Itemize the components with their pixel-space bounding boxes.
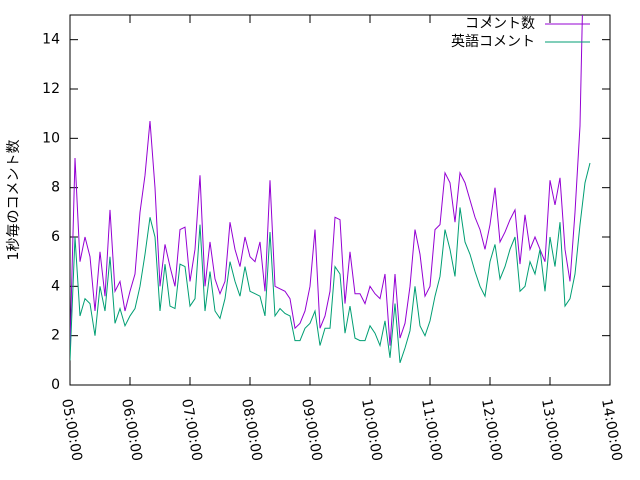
x-tick-label: 07:00:00	[178, 398, 205, 463]
x-tick-label: 06:00:00	[118, 398, 145, 463]
y-tick-label: 2	[51, 328, 60, 344]
y-tick-label: 10	[42, 130, 60, 146]
y-tick-label: 4	[51, 278, 60, 294]
legend-label: 英語コメント	[451, 33, 535, 50]
y-axis-label: 1秒毎のコメント数	[6, 140, 22, 261]
y-tick-label: 8	[51, 180, 60, 196]
series-line	[70, 162, 591, 363]
plot-frame	[69, 14, 611, 386]
x-tick-label: 14:00:00	[598, 398, 625, 463]
y-tick-label: 12	[42, 81, 60, 97]
x-tick-label: 08:00:00	[238, 398, 265, 463]
x-tick-label: 13:00:00	[538, 398, 565, 463]
y-tick-label: 6	[51, 229, 60, 245]
legend-label: コメント数	[465, 16, 535, 32]
x-tick-label: 12:00:00	[478, 398, 505, 463]
x-tick-label: 11:00:00	[418, 398, 445, 463]
series-line	[70, 15, 583, 349]
x-tick-label: 10:00:00	[358, 398, 385, 463]
y-tick-label: 0	[51, 377, 60, 393]
y-tick-label: 14	[42, 32, 60, 48]
x-tick-label: 09:00:00	[298, 398, 325, 463]
x-tick-label: 05:00:00	[58, 398, 85, 463]
